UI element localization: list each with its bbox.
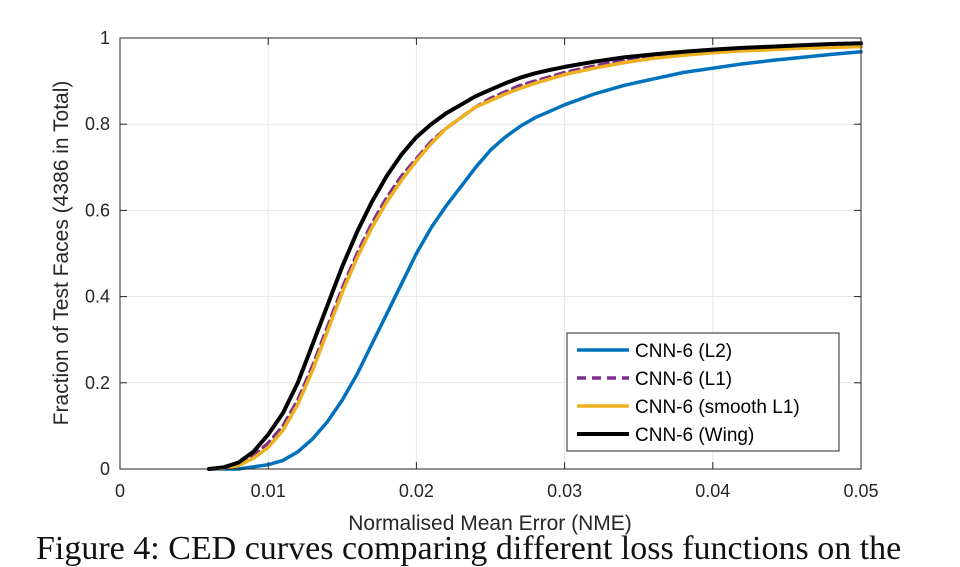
curves [206, 41, 863, 471]
y-tick-label: 0.4 [85, 287, 110, 307]
x-tick-label: 0.03 [547, 481, 582, 501]
x-tick-label: 0 [115, 481, 125, 501]
ticks: 0 0.01 0.02 0.03 0.04 0.05 0 0.2 0.4 0.6 0.8 1 [85, 28, 879, 501]
y-tick-label: 0 [100, 459, 110, 479]
legend-label: CNN-6 (smooth L1) [635, 397, 800, 418]
x-tick-label: 0.05 [843, 481, 878, 501]
x-tick-label: 0.02 [399, 481, 434, 501]
x-tick-label: 0.04 [695, 481, 730, 501]
series-line-1 [207, 50, 863, 471]
x-axis-label: Normalised Mean Error (NME) [348, 512, 632, 535]
plot-frame [119, 37, 862, 470]
series-line-4 [206, 41, 863, 471]
x-tick-label: 0.01 [251, 481, 286, 501]
legend-label: CNN-6 (L1) [635, 369, 732, 390]
y-tick-label: 0.8 [85, 114, 110, 134]
series-line-3 [207, 44, 863, 471]
y-tick-label: 1 [100, 28, 110, 48]
legend-label: CNN-6 (L2) [635, 341, 732, 362]
y-tick-label: 0.2 [85, 373, 110, 393]
legend-box [566, 332, 840, 452]
legend: CNN-6 (L2) CNN-6 (L1) CNN-6 (smooth L1) CNN… [566, 332, 840, 452]
y-tick-label: 0.6 [85, 200, 110, 220]
legend-label: CNN-6 (Wing) [635, 425, 754, 446]
figure-caption: Figure 4: CED curves comparing different… [36, 530, 902, 567]
y-axis-label: Fraction of Test Faces (4386 in Total) [50, 81, 73, 426]
